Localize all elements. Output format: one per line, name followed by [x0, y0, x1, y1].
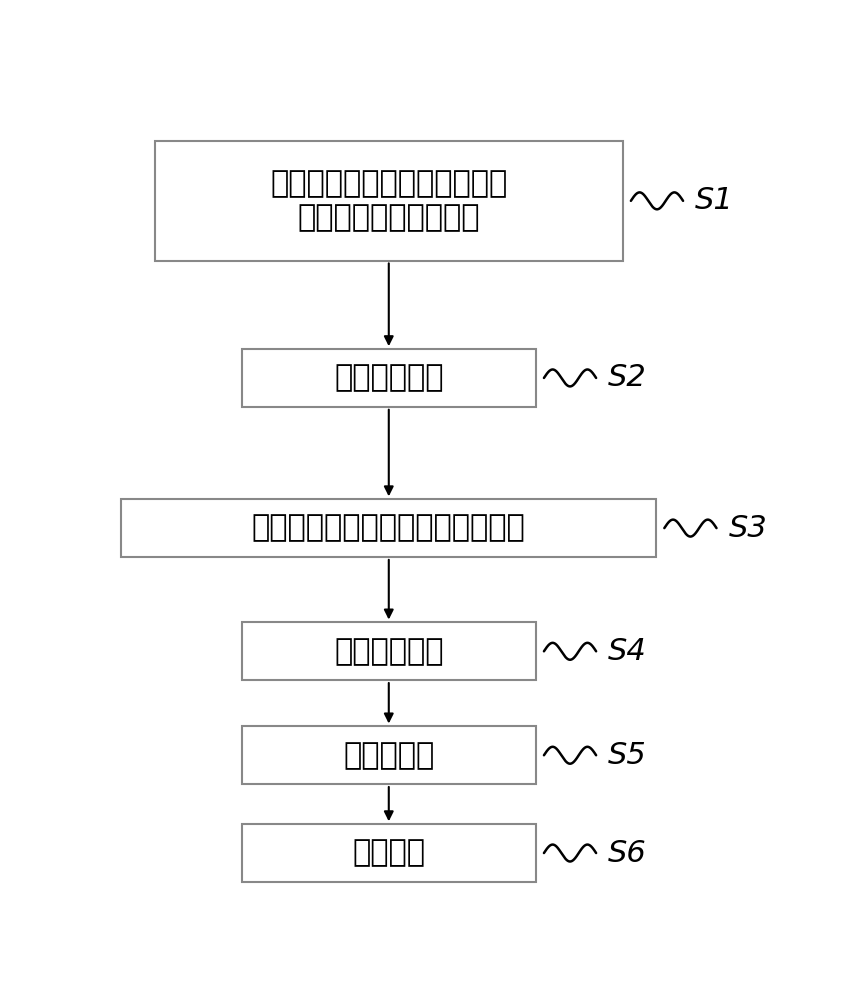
FancyBboxPatch shape	[242, 622, 536, 680]
FancyBboxPatch shape	[242, 824, 536, 882]
FancyBboxPatch shape	[121, 499, 656, 557]
Text: 去离子水加热，并与环烷烃混
合，得到第一混合溶液: 去离子水加热，并与环烷烃混 合，得到第一混合溶液	[270, 170, 507, 232]
Text: S6: S6	[608, 839, 647, 868]
Text: 依次加入金属清洁剂和表面活性剂: 依次加入金属清洁剂和表面活性剂	[252, 514, 526, 543]
Text: S3: S3	[728, 514, 767, 543]
Text: 加入乙醇溶液: 加入乙醇溶液	[334, 637, 444, 666]
Text: 静止冷却: 静止冷却	[352, 839, 425, 868]
Text: S2: S2	[608, 363, 647, 392]
FancyBboxPatch shape	[242, 349, 536, 407]
FancyBboxPatch shape	[154, 141, 623, 261]
FancyBboxPatch shape	[242, 726, 536, 784]
Text: S4: S4	[608, 637, 647, 666]
Text: 加入有机胺酯: 加入有机胺酯	[334, 363, 444, 392]
Text: S5: S5	[608, 741, 647, 770]
Text: S1: S1	[695, 186, 734, 215]
Text: 加入乳化剂: 加入乳化剂	[343, 741, 434, 770]
